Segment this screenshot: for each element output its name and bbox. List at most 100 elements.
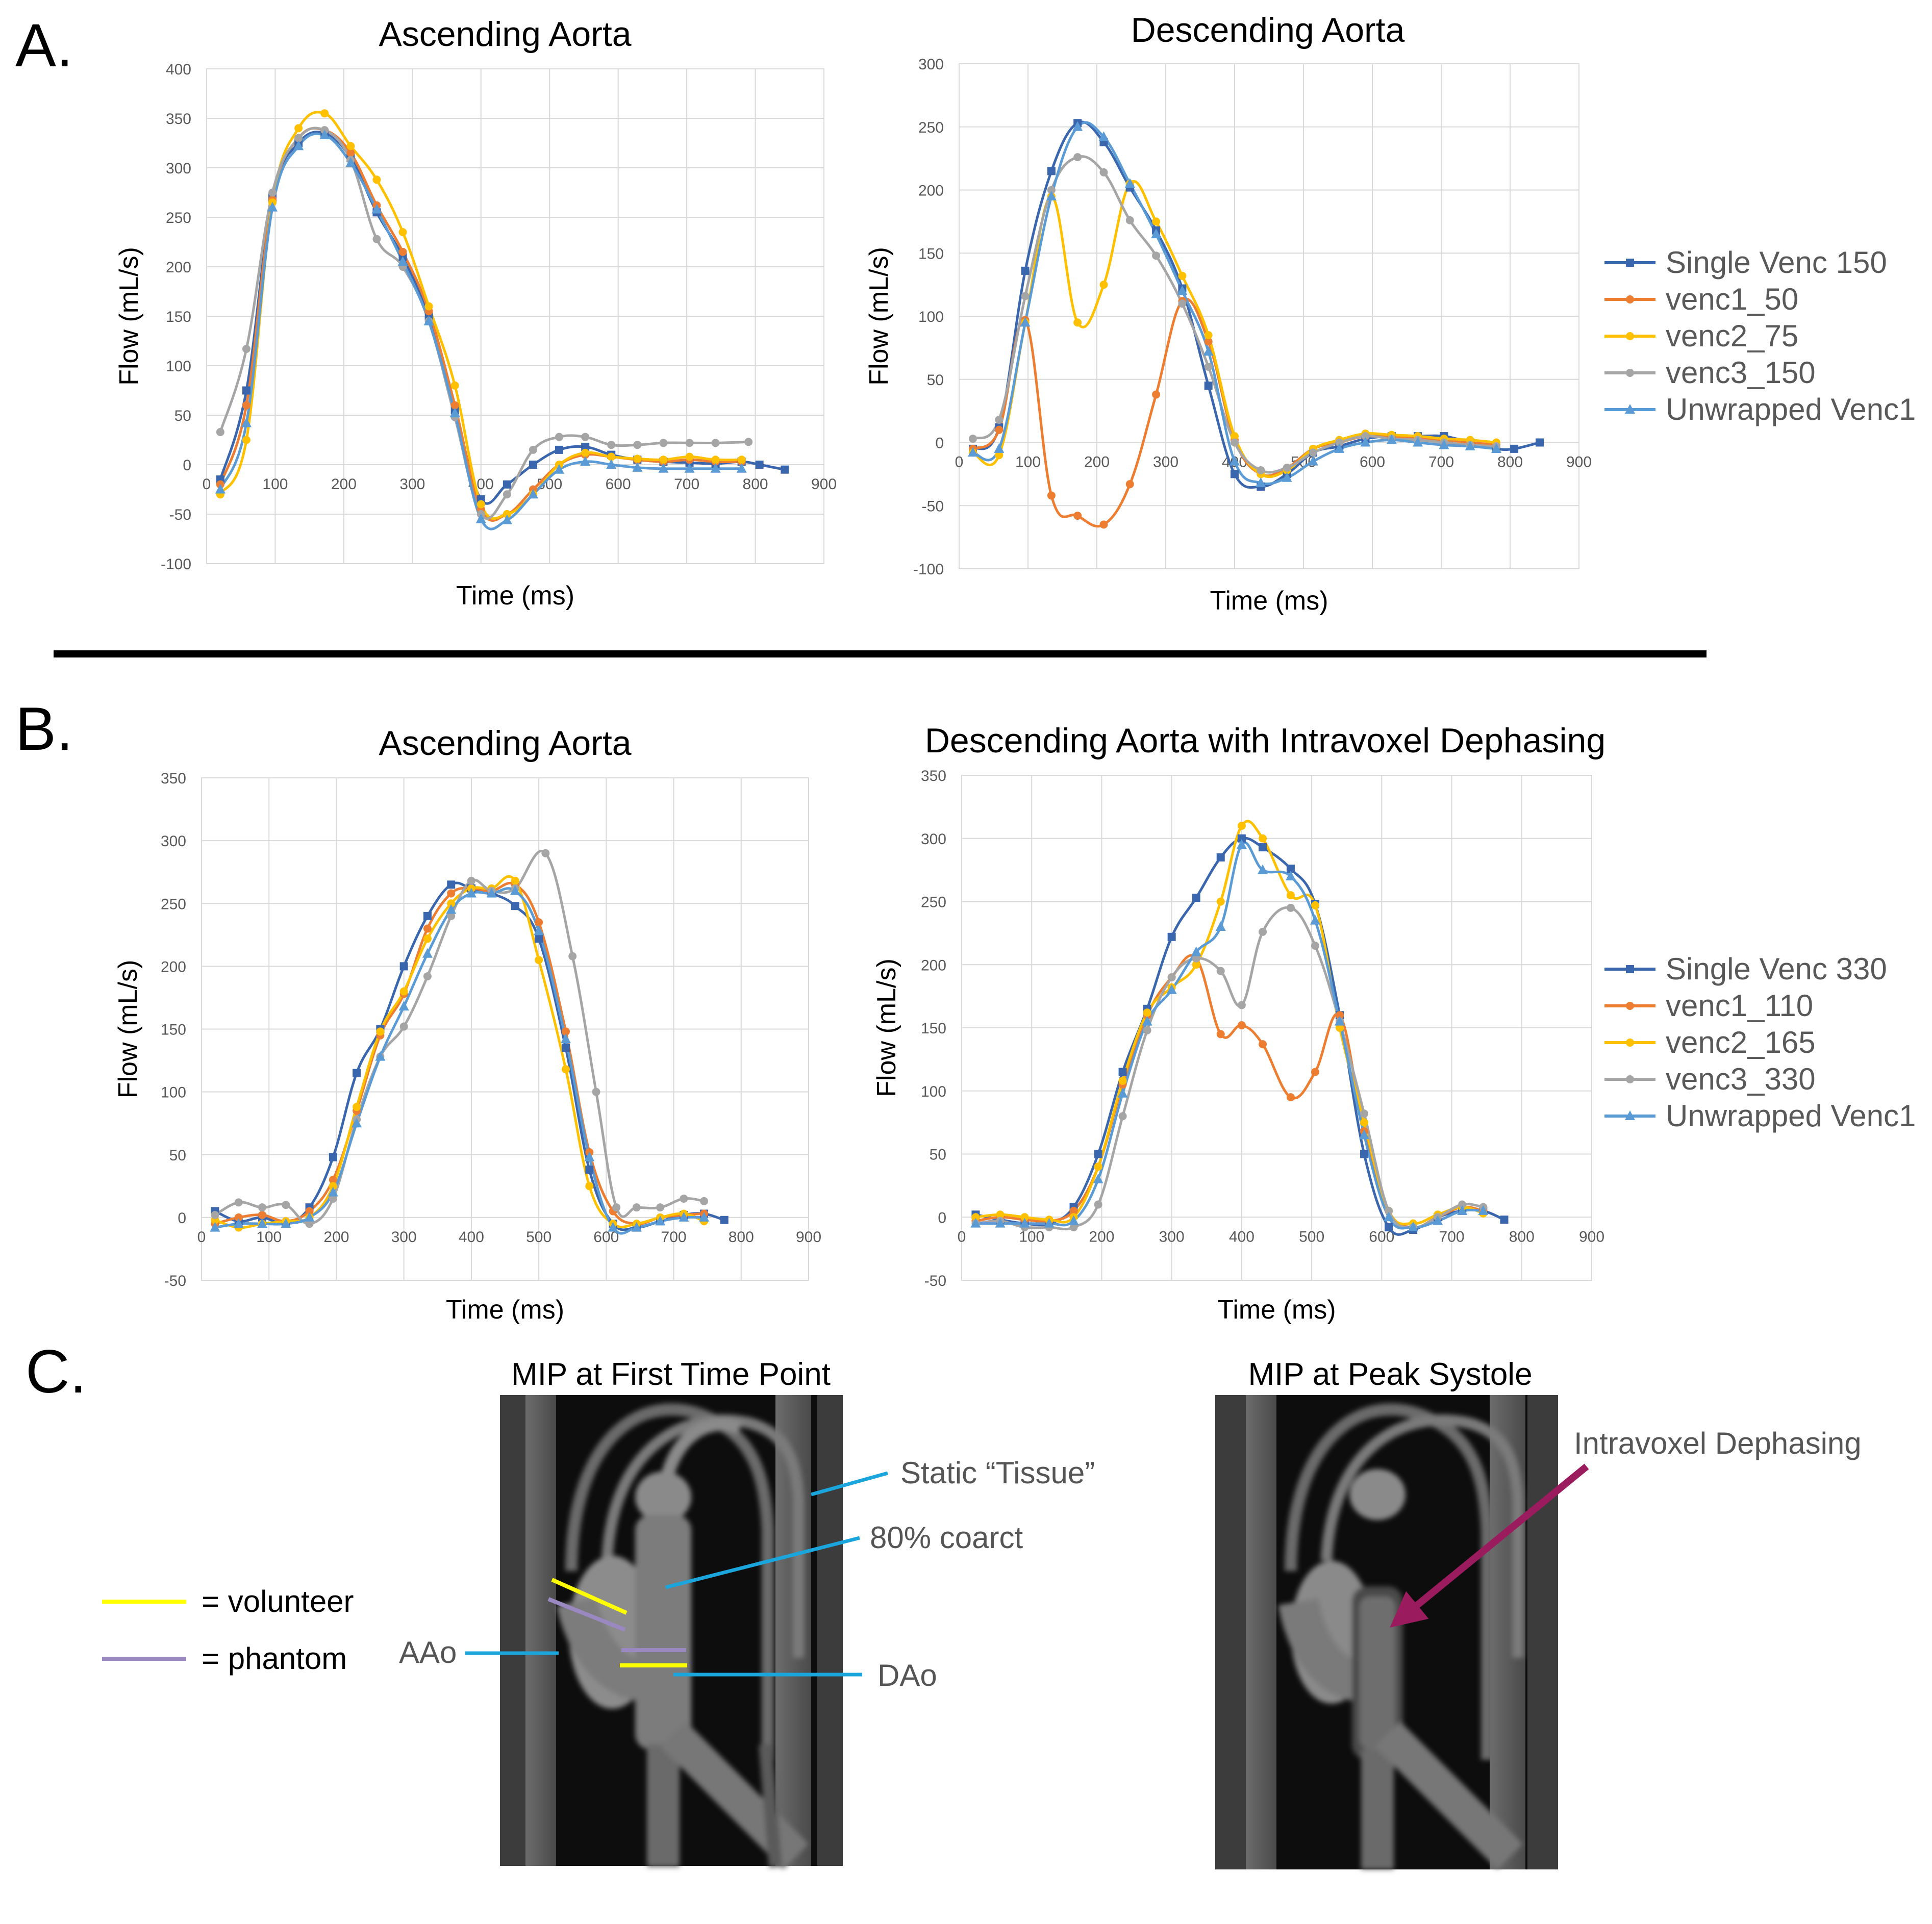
panel-c-legend: = volunteer = phantom [102, 1584, 354, 1676]
y-tick-label: 150 [918, 245, 944, 262]
data-point-v3 [242, 345, 250, 353]
data-point-v3 [282, 1201, 290, 1209]
data-point-single [1047, 167, 1056, 175]
data-point-v1 [1152, 390, 1161, 399]
data-point-v2 [1094, 1162, 1102, 1171]
data-point-unwrapped [501, 514, 512, 524]
data-point-v3 [1118, 1112, 1127, 1121]
data-point-v3 [305, 1220, 314, 1228]
data-point-unwrapped [293, 140, 304, 150]
data-point-v2 [320, 109, 329, 118]
data-point-unwrapped [423, 315, 434, 325]
x-tick-label: 900 [1566, 454, 1592, 471]
data-point-v3 [607, 441, 616, 449]
data-point-unwrapped [345, 157, 356, 167]
data-point-unwrapped [736, 463, 747, 473]
data-point-unwrapped [1439, 439, 1449, 449]
data-point-single [1385, 1223, 1393, 1232]
data-point-v3 [1099, 168, 1108, 176]
data-point-v1 [423, 924, 432, 933]
data-point-v2 [450, 381, 459, 390]
data-point-v3 [211, 1210, 219, 1219]
data-point-single [1259, 843, 1267, 852]
data-point-v3 [1216, 967, 1225, 975]
data-point-v2 [1360, 1118, 1369, 1127]
data-point-unwrapped [1491, 443, 1501, 453]
data-point-single [781, 465, 789, 474]
data-point-single [1021, 266, 1030, 275]
data-point-unwrapped [1203, 346, 1214, 356]
data-point-v2 [294, 124, 303, 133]
data-point-v3 [1204, 363, 1213, 371]
data-point-single [399, 962, 408, 971]
data-point-unwrapped [684, 463, 695, 473]
data-point-v2 [1204, 331, 1213, 340]
y-tick-label: 300 [921, 831, 946, 848]
data-point-v2 [1178, 271, 1187, 280]
data-point-v2 [737, 455, 746, 464]
data-point-v2 [376, 1027, 385, 1036]
data-point-v2 [1143, 1008, 1151, 1017]
data-point-unwrapped [970, 1218, 981, 1228]
data-point-v1 [1069, 1206, 1078, 1215]
data-point-single [1192, 894, 1200, 902]
data-point-v2 [476, 500, 485, 509]
legend-label-unwrapped: Unwrapped Venc1 [1666, 392, 1916, 426]
data-point-unwrapped [1386, 434, 1397, 444]
series-line-unwrapped [219, 132, 742, 530]
legend-marker-v3 [1626, 369, 1634, 377]
panel-label-a: A. [15, 11, 73, 80]
data-point-unwrapped [1360, 437, 1371, 447]
data-point-single [1360, 1150, 1369, 1158]
data-point-unwrapped [561, 1033, 571, 1044]
data-point-v1 [234, 1213, 243, 1222]
y-tick-label: 200 [161, 958, 186, 975]
data-point-unwrapped [1177, 285, 1188, 295]
data-point-unwrapped [1465, 440, 1475, 450]
static-tissue-pointer [811, 1471, 888, 1497]
y-tick-label: 250 [161, 896, 186, 913]
data-point-v2 [633, 454, 642, 463]
data-point-unwrapped [486, 888, 497, 898]
data-point-v3 [1231, 438, 1239, 447]
data-point-v3 [503, 490, 511, 499]
data-point-single [1286, 865, 1295, 873]
y-tick-label: 200 [921, 957, 946, 974]
x-tick-label: 300 [399, 476, 425, 493]
data-point-v2 [1152, 217, 1161, 226]
data-point-unwrapped [1151, 229, 1162, 239]
data-point-v1 [346, 148, 355, 157]
legend-marker-v1 [1626, 295, 1634, 303]
y-tick-label: 0 [183, 457, 191, 474]
data-point-v2 [423, 934, 432, 943]
y-tick-label: 150 [921, 1020, 946, 1037]
section-divider [54, 650, 1707, 657]
data-point-v3 [656, 1203, 665, 1212]
data-point-unwrapped [1068, 1215, 1079, 1225]
data-point-v3 [234, 1198, 243, 1207]
data-point-unwrapped [655, 1216, 666, 1226]
data-point-v1 [1237, 1021, 1246, 1030]
x-tick-label: 100 [1019, 1228, 1044, 1245]
data-point-v3 [1094, 1200, 1102, 1209]
data-point-v1 [535, 918, 543, 927]
y-tick-label: 50 [174, 408, 191, 424]
legend-label-v2: venc2_75 [1666, 319, 1798, 353]
data-point-unwrapped [1215, 921, 1226, 931]
data-point-v3 [216, 427, 224, 436]
data-point-v1 [1259, 1040, 1267, 1049]
data-point-v2 [685, 452, 694, 461]
data-point-v2 [346, 142, 355, 150]
y-tick-label: -50 [164, 1273, 186, 1289]
data-point-unwrapped [995, 1218, 1006, 1228]
data-point-unwrapped [658, 463, 669, 473]
coarct-pointer [665, 1536, 860, 1589]
y-tick-label: 400 [166, 61, 191, 78]
data-point-v3 [1259, 927, 1267, 936]
x-tick-label: 0 [203, 476, 211, 493]
data-point-v3 [1143, 1026, 1151, 1034]
data-point-v3 [969, 435, 977, 443]
y-tick-label: 200 [166, 259, 191, 276]
data-point-v3 [1311, 942, 1319, 950]
